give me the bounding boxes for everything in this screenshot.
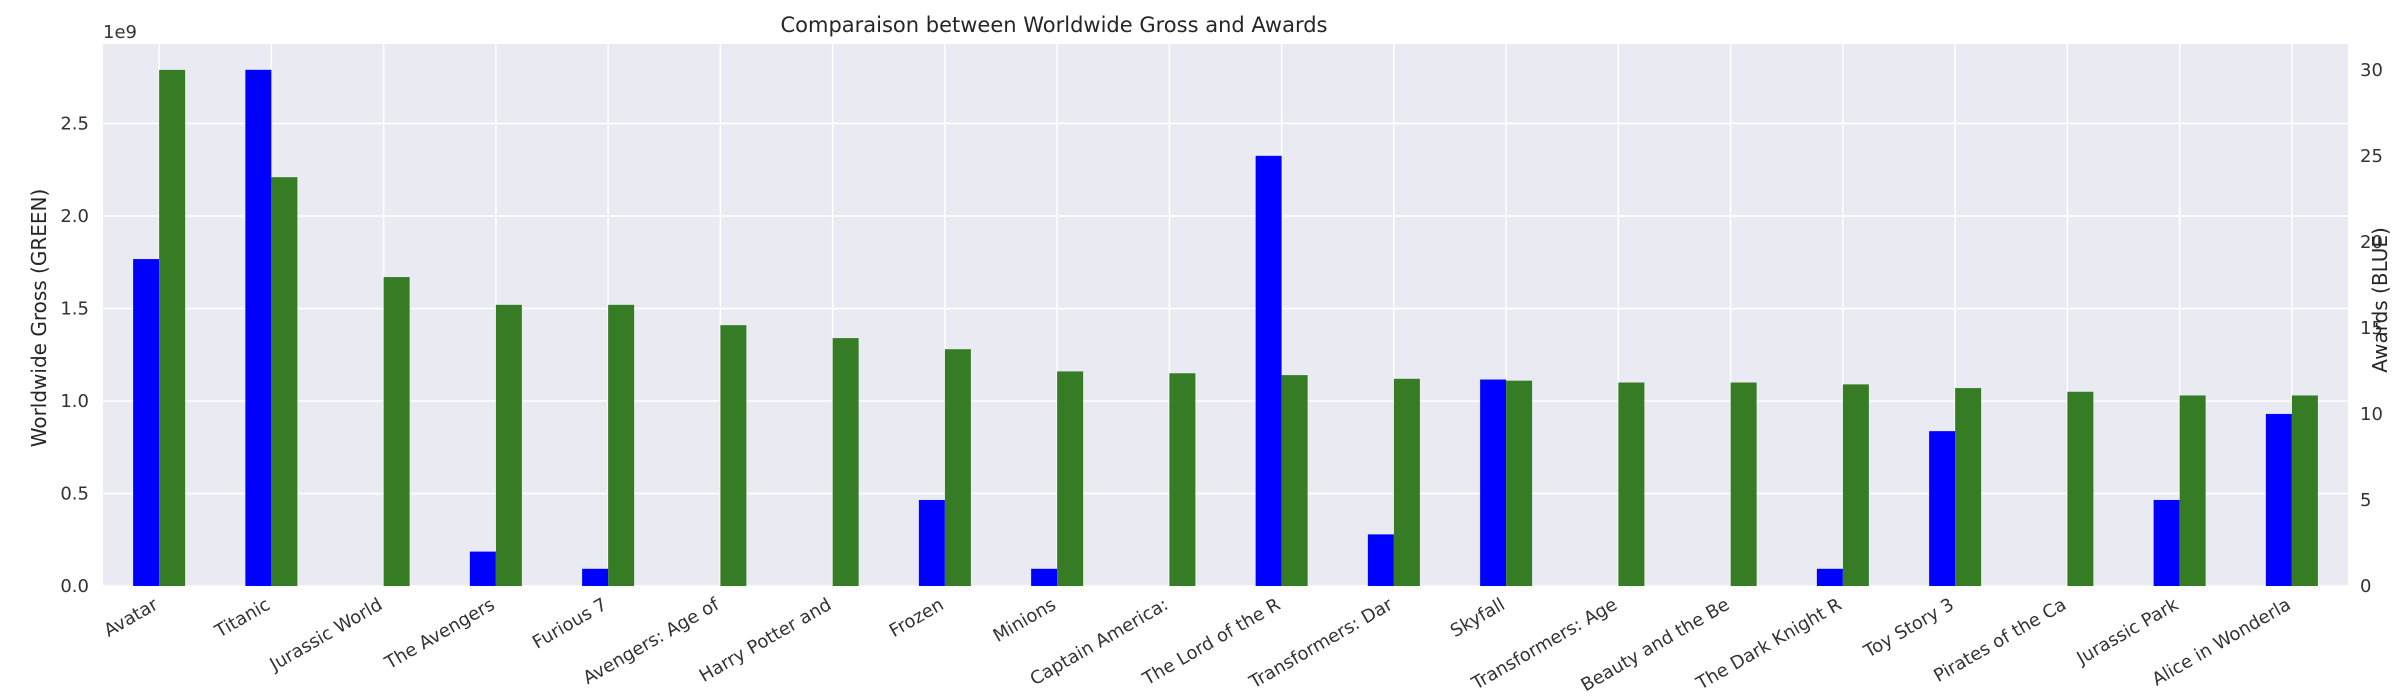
gross-bar [495, 304, 522, 586]
right-axis-tick-label: 20 [2360, 232, 2383, 253]
awards-bar [918, 499, 945, 586]
x-axis-tick-label: Skyfall [1447, 594, 1509, 642]
gross-bar [720, 325, 747, 586]
right-axis-tick-label: 0 [2360, 576, 2371, 597]
gross-bar [1730, 382, 1757, 586]
left-axis-tick-label: 1.5 [60, 299, 89, 320]
chart-title: Comparaison between Worldwide Gross and … [780, 13, 1327, 37]
gross-bar [2179, 395, 2206, 586]
x-axis-tick-label: Minions [990, 594, 1060, 647]
gross-bar [1842, 384, 1869, 586]
gross-bar [608, 304, 635, 586]
x-axis-tick-label: Titanic [211, 594, 274, 643]
awards-bar [1816, 568, 1843, 586]
gross-bar [1169, 373, 1196, 586]
left-axis-tick-label: 2.5 [60, 114, 89, 135]
gross-bar [832, 338, 859, 586]
gross-bar [1281, 375, 1308, 586]
gross-bar [1618, 382, 1645, 586]
gross-bar [271, 177, 298, 586]
gross-bar [1506, 380, 1533, 586]
right-axis-tick-label: 30 [2360, 60, 2383, 81]
left-axis-label: Worldwide Gross (GREEN) [27, 189, 51, 448]
gross-bar [2291, 395, 2318, 586]
gross-bar [1955, 388, 1982, 586]
right-axis-tick-label: 25 [2360, 146, 2383, 167]
x-axis-tick-label: Jurassic World [266, 594, 387, 676]
gross-bar [944, 349, 971, 586]
awards-bar [1031, 568, 1058, 586]
left-axis-tick-label: 0.5 [60, 484, 89, 505]
awards-bar [2265, 413, 2292, 586]
gross-bar [383, 277, 410, 586]
left-axis-tick-label: 1.0 [60, 391, 89, 412]
right-axis-tick-label: 10 [2360, 404, 2383, 425]
awards-bar [1367, 534, 1394, 586]
gross-bar [1057, 371, 1084, 586]
left-axis-offset-label: 1e9 [103, 22, 137, 43]
awards-bar [245, 69, 272, 587]
awards-bar [2153, 499, 2180, 586]
right-axis-tick-label: 15 [2360, 318, 2383, 339]
gross-bar [1393, 378, 1420, 586]
gross-bar [2067, 391, 2094, 586]
awards-bar [469, 551, 496, 586]
awards-bar [133, 259, 160, 586]
left-axis-tick-label: 0.0 [60, 576, 89, 597]
x-axis-tick-label: Jurassic Park [2073, 594, 2183, 670]
awards-bar [1929, 431, 1956, 586]
awards-bar [1255, 155, 1282, 587]
gross-bar [159, 69, 186, 587]
right-axis-tick-label: 5 [2360, 490, 2371, 511]
x-axis-tick-label: Frozen [886, 594, 948, 642]
plot-background [103, 44, 2348, 586]
x-axis-tick-label: Furious 7 [529, 594, 611, 653]
left-axis-tick-label: 2.0 [60, 206, 89, 227]
x-axis-tick-label: The Avengers [381, 594, 499, 674]
x-axis-tick-label: Toy Story 3 [1860, 594, 1958, 663]
awards-bar [582, 568, 609, 586]
x-axis-tick-label: Avatar [101, 594, 163, 642]
awards-bar [1480, 379, 1507, 586]
right-axis-label: Awards (BLUE) [2368, 227, 2392, 373]
